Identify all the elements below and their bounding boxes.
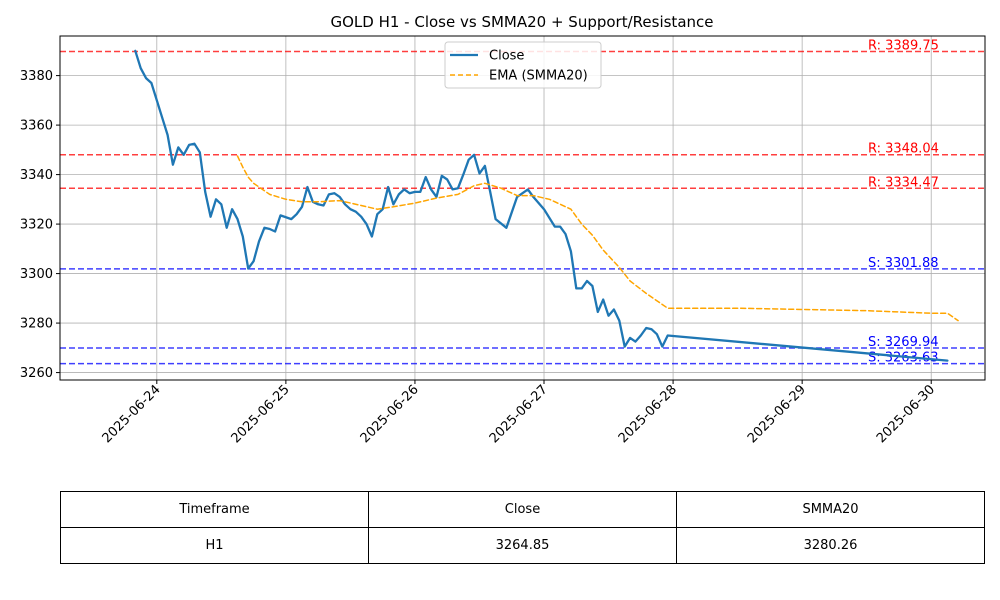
resistance-label: R: 3334.47: [868, 175, 939, 190]
x-tick-label: 2025-06-28: [616, 382, 680, 446]
cell-close: 3264.85: [368, 527, 677, 564]
cell-timeframe: H1: [60, 527, 369, 564]
series-line-close: [134, 49, 949, 362]
legend-box: [444, 41, 602, 89]
y-tick-label: 3360: [20, 119, 53, 134]
axes: 3260 3280 3300 3320 3340 3360 3380 2025-06-24 20…: [20, 69, 938, 446]
x-tick-label: 2025-06-29: [745, 382, 809, 446]
x-tick-label: 2025-06-27: [487, 382, 551, 446]
header-timeframe: Timeframe: [60, 491, 369, 528]
x-tick-label: 2025-06-26: [358, 382, 422, 446]
grid: [60, 36, 985, 380]
x-tick-label: 2025-06-25: [229, 382, 293, 446]
chart-title: GOLD H1 - Close vs SMMA20 + Support/Resi…: [330, 13, 713, 31]
chart: GOLD H1 - Close vs SMMA20 + Support/Resi…: [20, 13, 986, 446]
y-tick-label: 3300: [20, 267, 53, 282]
resistance-label: R: 3389.75: [868, 38, 939, 53]
cell-smma20: 3280.26: [676, 527, 985, 564]
resistance-label: R: 3348.04: [868, 142, 939, 157]
support-label: S: 3269.94: [868, 335, 939, 350]
legend: Close EMA (SMMA20): [444, 41, 602, 89]
y-tick-label: 3260: [20, 366, 53, 381]
y-tick-label: 3380: [20, 69, 53, 84]
header-smma20: SMMA20: [676, 491, 985, 528]
y-tick-label: 3320: [20, 218, 53, 233]
support-label: S: 3301.88: [868, 256, 939, 271]
y-tick-label: 3340: [20, 168, 53, 183]
x-tick-label: 2025-06-30: [874, 382, 938, 446]
legend-label: Close: [489, 49, 524, 64]
header-close: Close: [368, 491, 677, 528]
y-tick-label: 3280: [20, 317, 53, 332]
summary-table: Timeframe Close SMMA20 H1 3264.85 3280.2…: [60, 491, 985, 564]
plot-frame: [59, 35, 986, 381]
series: [134, 49, 959, 362]
table-header-row: Timeframe Close SMMA20: [60, 491, 985, 528]
series-line-ema-smma20: [236, 155, 959, 322]
table-row: H1 3264.85 3280.26: [60, 527, 985, 564]
x-tick-label: 2025-06-24: [100, 382, 164, 446]
legend-label: EMA (SMMA20): [489, 69, 588, 84]
